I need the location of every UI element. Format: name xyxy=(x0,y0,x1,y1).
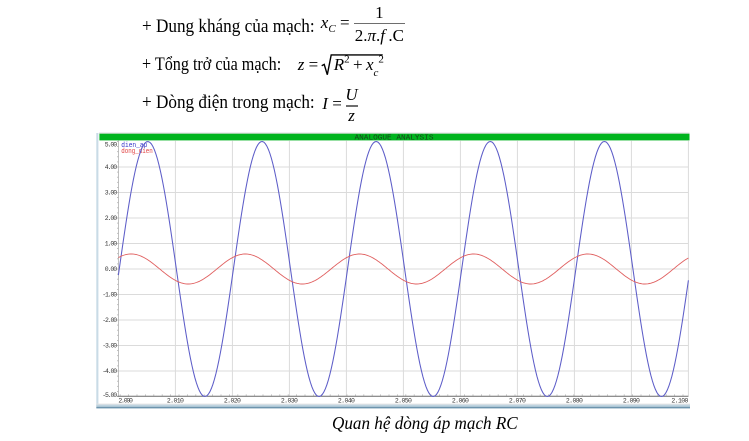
svg-text:5.00: 5.00 xyxy=(105,142,118,149)
svg-text:2.020: 2.020 xyxy=(224,397,241,404)
svg-text:2.090: 2.090 xyxy=(623,397,640,404)
svg-text:2.00: 2.00 xyxy=(105,215,118,222)
svg-text:ANALOGUE ANALYSIS: ANALOGUE ANALYSIS xyxy=(355,135,435,143)
svg-text:1.00: 1.00 xyxy=(105,241,118,248)
svg-text:2.080: 2.080 xyxy=(566,397,583,404)
svg-text:2.040: 2.040 xyxy=(338,397,355,404)
svg-text:dong_dien: dong_dien xyxy=(121,148,153,156)
svg-text:-5.00: -5.00 xyxy=(102,392,117,399)
svg-text:2.070: 2.070 xyxy=(509,397,526,404)
svg-text:2.050: 2.050 xyxy=(395,397,412,404)
svg-text:-1.00: -1.00 xyxy=(102,292,117,299)
svg-text:-4.00: -4.00 xyxy=(102,368,117,375)
svg-text:3.00: 3.00 xyxy=(105,190,118,197)
svg-text:0.00: 0.00 xyxy=(105,266,118,273)
svg-text:dien_ap: dien_ap xyxy=(121,142,147,150)
svg-text:2.030: 2.030 xyxy=(281,397,298,404)
svg-text:2.060: 2.060 xyxy=(452,397,469,404)
svg-text:-3.00: -3.00 xyxy=(102,343,117,350)
svg-text:2.000: 2.000 xyxy=(118,397,133,404)
svg-text:2.100: 2.100 xyxy=(671,397,688,404)
svg-text:-2.00: -2.00 xyxy=(102,317,117,324)
svg-text:2.010: 2.010 xyxy=(167,397,184,404)
svg-text:4.00: 4.00 xyxy=(105,164,118,171)
